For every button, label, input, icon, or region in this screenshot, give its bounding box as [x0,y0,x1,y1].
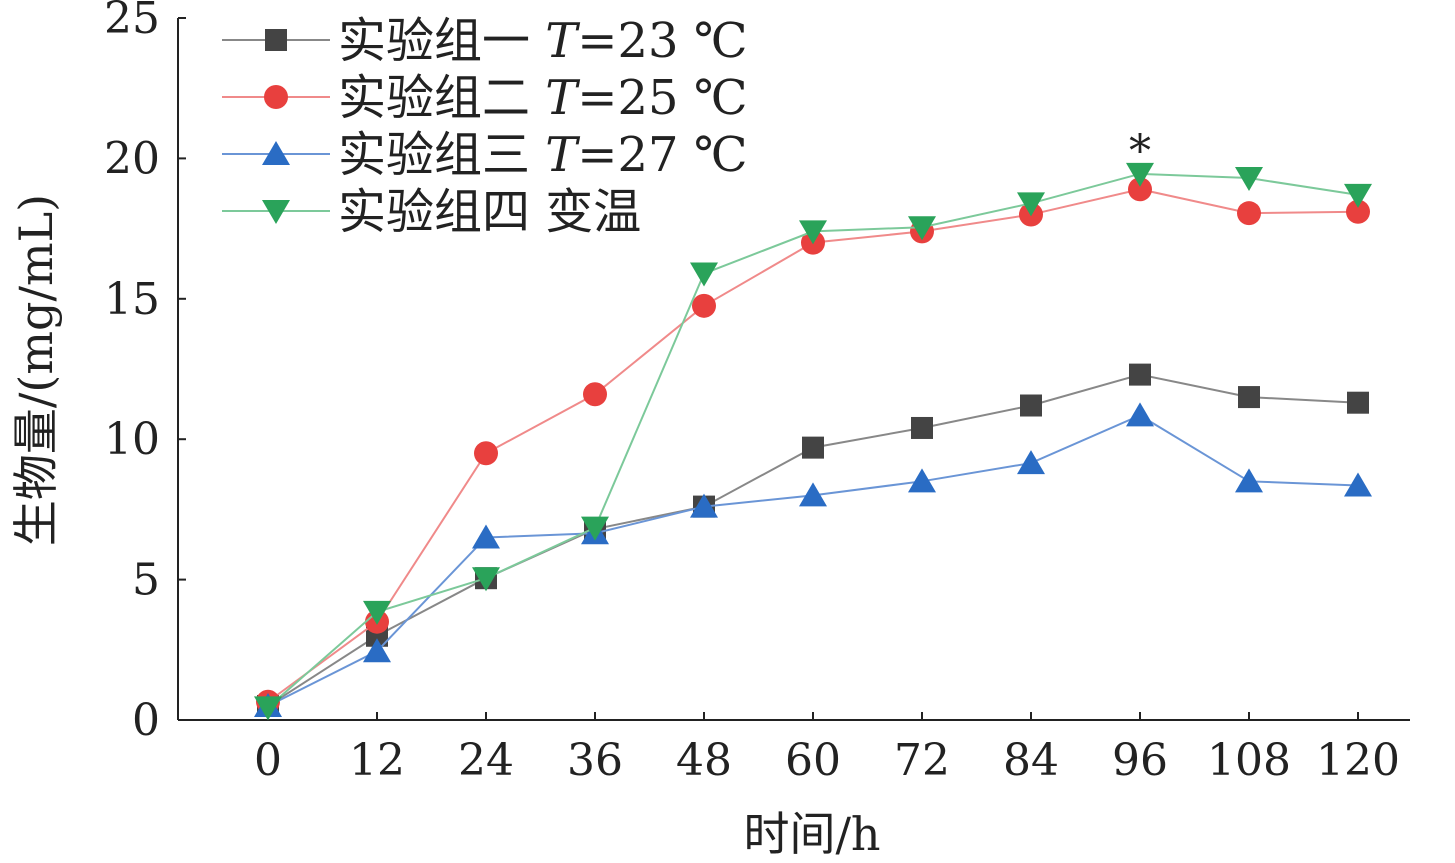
series-3 [254,402,1372,717]
x-tick-label: 96 [1112,735,1168,786]
legend-item: 实验组二 T=25 ℃ [222,70,748,126]
data-point [474,441,498,466]
data-point [908,216,936,241]
significance-annotation: * [1129,126,1151,177]
y-tick-label: 25 [104,0,160,44]
x-tick-label: 120 [1316,735,1400,786]
x-axis-label: 时间/h [743,807,880,861]
y-tick-label: 20 [104,133,160,184]
data-point [254,696,282,721]
y-axis-label: 生物量/(mg/mL) [9,194,63,546]
series-line [267,414,1359,707]
legend-label: 实验组一 T=23 ℃ [338,13,748,69]
data-point [1126,162,1154,187]
data-point [1346,199,1370,224]
data-point [1235,167,1263,192]
data-point [1126,402,1154,427]
x-tick-label: 108 [1207,735,1291,786]
x-tick-label: 48 [676,735,732,786]
series-layer: * [254,126,1372,721]
x-tick-label: 84 [1003,735,1059,786]
data-point [911,416,933,439]
data-point [581,516,609,541]
x-tick-label: 0 [254,735,282,786]
x-tick-label: 24 [458,735,514,786]
data-point [692,293,716,318]
data-point [690,493,718,518]
legend-item: 实验组四 变温 [222,184,641,240]
axes: 0 5 10 15 20 25 0 12 24 36 48 60 72 84 96 108 120 [104,0,1410,786]
data-point [799,220,827,245]
data-point [1235,468,1263,493]
y-tick-label: 15 [104,274,160,325]
data-point [1347,391,1369,414]
x-tick-label: 60 [785,735,841,786]
x-tick-label: 12 [349,735,405,786]
data-point [1017,450,1045,475]
data-point [799,482,827,507]
x-tick-label: 72 [894,735,950,786]
legend-marker [262,200,290,224]
data-point [583,382,607,407]
legend-marker [262,141,290,165]
data-point [908,468,936,493]
legend-marker [264,85,288,109]
legend-item: 实验组一 T=23 ℃ [222,13,748,69]
data-point [690,262,718,287]
data-point [1237,201,1261,226]
data-point [1020,394,1042,417]
data-point [472,524,500,549]
legend-label: 实验组二 T=25 ℃ [338,70,748,126]
data-point [802,436,824,459]
legend-item: 实验组三 T=27 ℃ [222,127,748,183]
data-point [363,600,391,625]
y-tick-label: 5 [132,555,160,606]
data-point [472,567,500,592]
data-point [363,638,391,663]
data-point [1344,183,1372,208]
y-tick-label: 0 [132,695,160,746]
legend-marker [265,29,287,51]
legend-label: 实验组四 变温 [338,184,641,240]
data-point [1129,363,1151,386]
legend-label: 实验组三 T=27 ℃ [338,127,748,183]
series-1 [257,363,1369,717]
x-tick-label: 36 [567,735,623,786]
series-4 [254,162,1372,721]
series-line [267,373,1359,707]
data-point [1344,472,1372,497]
data-point [1238,386,1260,409]
data-point [1128,177,1152,202]
y-tick-label: 10 [104,414,160,465]
data-point [1017,192,1045,217]
